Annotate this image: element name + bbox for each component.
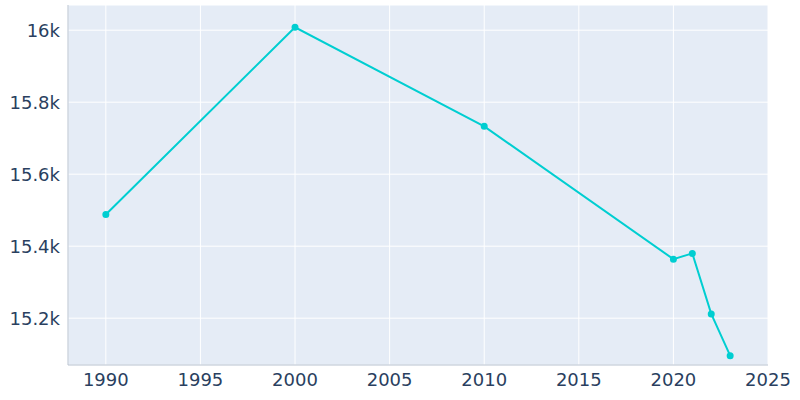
svg-text:1990: 1990	[83, 369, 129, 390]
svg-text:2010: 2010	[461, 369, 507, 390]
svg-text:15.6k: 15.6k	[9, 164, 60, 185]
svg-text:16k: 16k	[27, 20, 61, 41]
svg-text:15.4k: 15.4k	[9, 236, 60, 257]
svg-text:1995: 1995	[178, 369, 224, 390]
svg-text:2025: 2025	[745, 369, 791, 390]
svg-text:2000: 2000	[272, 369, 318, 390]
svg-text:15.2k: 15.2k	[9, 308, 60, 329]
svg-text:2005: 2005	[367, 369, 413, 390]
svg-text:15.8k: 15.8k	[9, 92, 60, 113]
svg-text:2015: 2015	[556, 369, 602, 390]
svg-text:2020: 2020	[650, 369, 696, 390]
